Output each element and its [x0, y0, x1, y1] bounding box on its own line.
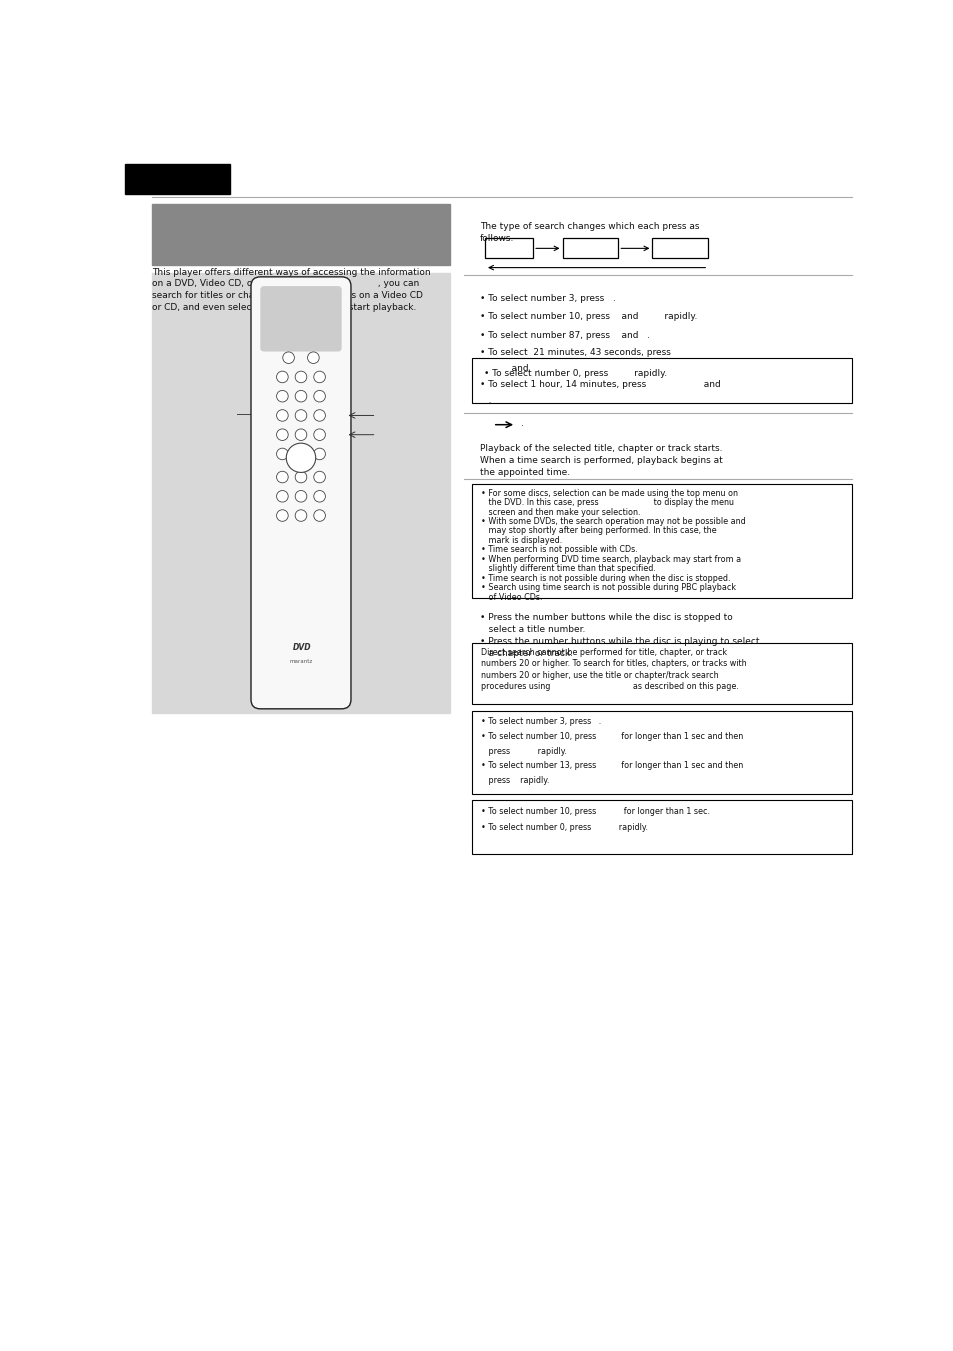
- Text: • To select number 10, press    and         rapidly.: • To select number 10, press and rapidly…: [479, 312, 697, 322]
- Text: • To select number 87, press    and   .: • To select number 87, press and .: [479, 331, 649, 339]
- Circle shape: [276, 471, 288, 482]
- Text: • To select number 3, press   .: • To select number 3, press .: [479, 293, 615, 303]
- Text: may stop shortly after being performed. In this case, the: may stop shortly after being performed. …: [480, 527, 716, 535]
- Text: Playback of the selected title, chapter or track starts.
When a time search is p: Playback of the selected title, chapter …: [479, 444, 721, 477]
- Bar: [472, 358, 852, 403]
- Text: DVD: DVD: [293, 643, 312, 653]
- Circle shape: [294, 490, 307, 503]
- Circle shape: [314, 372, 325, 382]
- FancyBboxPatch shape: [251, 277, 351, 709]
- Bar: [152, 204, 450, 265]
- Text: • Press the number buttons while the disc is playing to select
   a chapter or t: • Press the number buttons while the dis…: [479, 638, 759, 658]
- Bar: [472, 643, 852, 704]
- Circle shape: [307, 351, 319, 363]
- Text: • When performing DVD time search, playback may start from a: • When performing DVD time search, playb…: [480, 555, 740, 563]
- Circle shape: [276, 409, 288, 422]
- Circle shape: [314, 509, 325, 521]
- Bar: [472, 800, 852, 854]
- Text: mark is displayed.: mark is displayed.: [480, 536, 562, 544]
- Circle shape: [294, 509, 307, 521]
- Circle shape: [314, 409, 325, 422]
- Circle shape: [314, 449, 325, 459]
- Text: • With some DVDs, the search operation may not be possible and: • With some DVDs, the search operation m…: [480, 517, 745, 526]
- Text: marantz: marantz: [289, 659, 313, 665]
- Circle shape: [286, 443, 315, 473]
- Circle shape: [282, 351, 294, 363]
- Text: • Search using time search is not possible during PBC playback: • Search using time search is not possib…: [480, 584, 736, 592]
- Bar: [562, 238, 618, 258]
- Circle shape: [276, 449, 288, 459]
- Circle shape: [314, 490, 325, 503]
- Text: • To select  21 minutes, 43 seconds, press: • To select 21 minutes, 43 seconds, pres…: [479, 347, 670, 357]
- Circle shape: [314, 471, 325, 482]
- Bar: [484, 238, 533, 258]
- Circle shape: [294, 449, 307, 459]
- Circle shape: [294, 390, 307, 403]
- Circle shape: [294, 372, 307, 382]
- Circle shape: [294, 409, 307, 422]
- Circle shape: [276, 509, 288, 521]
- Text: • To select number 10, press          for longer than 1 sec and then: • To select number 10, press for longer …: [480, 732, 742, 740]
- Text: The type of search changes which each press as
follows.: The type of search changes which each pr…: [479, 222, 699, 243]
- Bar: [652, 238, 707, 258]
- Text: • Time search is not possible during when the disc is stopped.: • Time search is not possible during whe…: [480, 574, 730, 582]
- Text: This player offers different ways of accessing the information
on a DVD, Video C: This player offers different ways of acc…: [152, 267, 430, 312]
- Circle shape: [276, 490, 288, 503]
- Text: slightly different time than that specified.: slightly different time than that specif…: [480, 565, 656, 573]
- Text: • Time search is not possible with CDs.: • Time search is not possible with CDs.: [480, 546, 638, 554]
- Text: • To select number 0, press         rapidly.: • To select number 0, press rapidly.: [483, 369, 666, 378]
- Text: .: .: [520, 419, 523, 428]
- Text: .: .: [479, 396, 491, 405]
- Text: • To select number 10, press           for longer than 1 sec.: • To select number 10, press for longer …: [480, 807, 709, 816]
- Circle shape: [294, 428, 307, 440]
- Text: Direct search cannot be performed for title, chapter, or track
numbers 20 or hig: Direct search cannot be performed for ti…: [480, 648, 746, 692]
- Text: • For some discs, selection can be made using the top menu on: • For some discs, selection can be made …: [480, 489, 738, 497]
- Text: press    rapidly.: press rapidly.: [480, 775, 549, 785]
- Text: • To select number 3, press   .: • To select number 3, press .: [480, 717, 600, 727]
- Text: screen and then make your selection.: screen and then make your selection.: [480, 508, 640, 516]
- Bar: [152, 273, 450, 713]
- Circle shape: [276, 390, 288, 403]
- Text: • Press the number buttons while the disc is stopped to
   select a title number: • Press the number buttons while the dis…: [479, 613, 732, 634]
- Circle shape: [276, 428, 288, 440]
- Circle shape: [314, 390, 325, 403]
- Bar: [472, 711, 852, 794]
- Circle shape: [276, 372, 288, 382]
- Text: press           rapidly.: press rapidly.: [480, 747, 566, 755]
- Text: • To select number 0, press           rapidly.: • To select number 0, press rapidly.: [480, 823, 647, 832]
- Text: • To select 1 hour, 14 minutes, press                    and: • To select 1 hour, 14 minutes, press an…: [479, 380, 720, 389]
- FancyBboxPatch shape: [260, 286, 341, 351]
- Bar: [472, 484, 852, 598]
- Text: and   .: and .: [479, 363, 539, 373]
- Text: of Video CDs.: of Video CDs.: [480, 593, 542, 601]
- Bar: [125, 165, 230, 193]
- Text: • To select number 13, press          for longer than 1 sec and then: • To select number 13, press for longer …: [480, 761, 742, 770]
- Text: the DVD. In this case, press                      to display the menu: the DVD. In this case, press to display …: [480, 499, 734, 507]
- Circle shape: [294, 471, 307, 482]
- Circle shape: [314, 428, 325, 440]
